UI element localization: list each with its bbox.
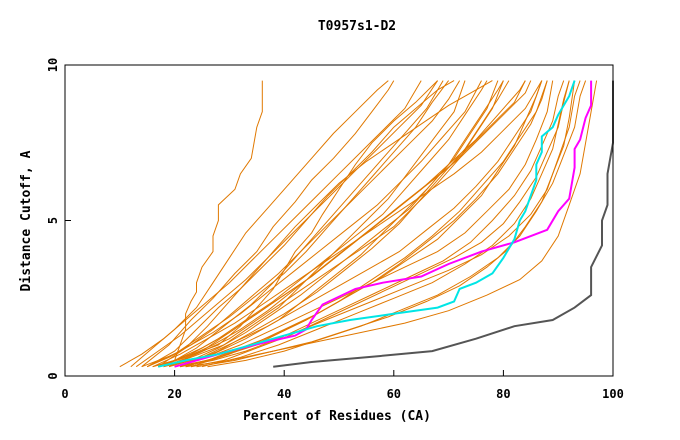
series-line-22 bbox=[163, 80, 444, 368]
series-line-18 bbox=[174, 80, 504, 368]
series-line-1 bbox=[157, 80, 576, 368]
series-line-29 bbox=[141, 80, 449, 368]
series-line-15 bbox=[163, 80, 466, 368]
y-tick-label: 0 bbox=[46, 372, 60, 379]
y-tick-label: 5 bbox=[46, 217, 60, 224]
series-line-35 bbox=[179, 80, 510, 368]
x-tick-label: 20 bbox=[167, 387, 181, 401]
x-tick-label: 80 bbox=[496, 387, 510, 401]
x-tick-label: 100 bbox=[602, 387, 624, 401]
series-line-33 bbox=[207, 80, 587, 368]
series-line-7 bbox=[130, 80, 389, 368]
series-line-8 bbox=[163, 80, 504, 368]
series-line-11 bbox=[185, 80, 598, 368]
series-line-0 bbox=[174, 80, 593, 368]
series-line-34 bbox=[163, 80, 499, 368]
series-line-5 bbox=[146, 80, 455, 368]
y-tick-label: 10 bbox=[46, 58, 60, 72]
series-line-3 bbox=[163, 80, 263, 368]
series-layer bbox=[119, 80, 614, 368]
series-line-21 bbox=[196, 80, 576, 368]
series-line-28 bbox=[152, 80, 526, 368]
series-line-23 bbox=[158, 80, 488, 368]
series-line-6 bbox=[141, 80, 395, 368]
x-tick-label: 60 bbox=[387, 387, 401, 401]
series-line-32 bbox=[146, 80, 482, 368]
series-line-31 bbox=[174, 80, 548, 368]
series-line-26 bbox=[201, 80, 570, 368]
x-tick-label: 0 bbox=[61, 387, 68, 401]
series-line-30 bbox=[190, 80, 548, 368]
series-line-36 bbox=[158, 80, 532, 368]
y-ticks: 0 5 10 bbox=[46, 58, 71, 380]
series-line-17 bbox=[147, 80, 461, 368]
x-ticks: 0 20 40 60 80 100 bbox=[61, 370, 624, 401]
series-line-20 bbox=[135, 80, 439, 368]
chart-title: T0957s1-D2 bbox=[318, 19, 396, 34]
series-line-27 bbox=[168, 80, 543, 368]
series-line-14 bbox=[152, 80, 543, 368]
x-tick-label: 40 bbox=[277, 387, 291, 401]
series-line-25 bbox=[119, 80, 422, 368]
series-line-9 bbox=[174, 80, 554, 368]
y-axis-label: Distance Cutoff, A bbox=[19, 150, 34, 291]
series-line-19 bbox=[180, 80, 565, 368]
series-line-13 bbox=[168, 80, 526, 368]
series-line-2 bbox=[273, 80, 614, 368]
x-axis-label: Percent of Residues (CA) bbox=[243, 409, 431, 424]
